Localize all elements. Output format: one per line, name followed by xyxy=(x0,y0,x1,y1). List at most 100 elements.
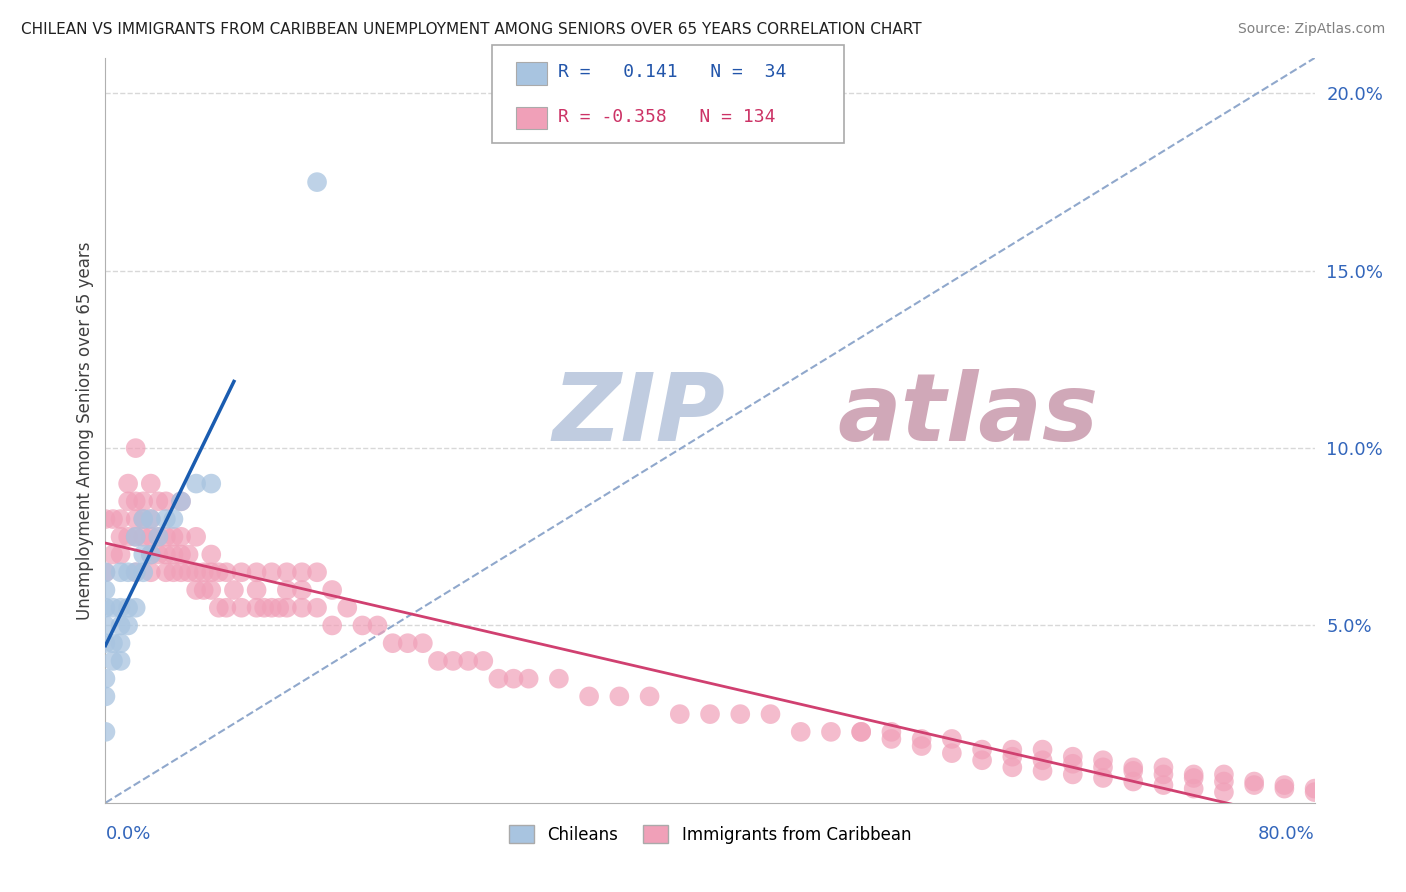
Point xyxy=(759,707,782,722)
Point xyxy=(117,600,139,615)
Point xyxy=(101,548,124,562)
Point xyxy=(1032,753,1054,767)
Point xyxy=(94,512,117,526)
Point xyxy=(321,618,343,632)
Point xyxy=(139,548,162,562)
Y-axis label: Unemployment Among Seniors over 65 years: Unemployment Among Seniors over 65 years xyxy=(76,241,94,620)
Point xyxy=(94,600,117,615)
Point xyxy=(1274,781,1296,796)
Point xyxy=(1092,760,1115,774)
Text: 80.0%: 80.0% xyxy=(1258,825,1315,843)
Point xyxy=(170,494,193,508)
Text: R =   0.141   N =  34: R = 0.141 N = 34 xyxy=(558,63,786,81)
Point xyxy=(276,582,298,597)
Point xyxy=(132,548,155,562)
Point xyxy=(94,566,117,580)
Point xyxy=(101,636,124,650)
Point xyxy=(1001,742,1024,756)
Point xyxy=(162,512,184,526)
Point xyxy=(94,672,117,686)
Point xyxy=(124,512,148,526)
Point xyxy=(200,582,222,597)
Point xyxy=(124,494,148,508)
Point xyxy=(110,600,132,615)
Point xyxy=(124,441,148,455)
Text: CHILEAN VS IMMIGRANTS FROM CARIBBEAN UNEMPLOYMENT AMONG SENIORS OVER 65 YEARS CO: CHILEAN VS IMMIGRANTS FROM CARIBBEAN UNE… xyxy=(21,22,922,37)
Point xyxy=(148,530,170,544)
Point xyxy=(139,530,162,544)
Point xyxy=(970,742,993,756)
Point xyxy=(1212,785,1236,799)
Point xyxy=(132,530,155,544)
Point xyxy=(186,566,208,580)
Point xyxy=(155,530,177,544)
Point xyxy=(124,566,148,580)
Point xyxy=(94,566,117,580)
Point xyxy=(162,530,184,544)
Point xyxy=(101,654,124,668)
Point xyxy=(110,566,132,580)
Point xyxy=(1092,753,1115,767)
Point xyxy=(117,618,139,632)
Point xyxy=(94,636,117,650)
Point xyxy=(94,724,117,739)
Text: atlas: atlas xyxy=(837,369,1098,461)
Point xyxy=(132,494,155,508)
Point xyxy=(849,724,872,739)
Point xyxy=(1122,760,1144,774)
Point xyxy=(260,600,283,615)
Point xyxy=(1122,774,1144,789)
Text: Source: ZipAtlas.com: Source: ZipAtlas.com xyxy=(1237,22,1385,37)
Point xyxy=(578,690,600,704)
Point xyxy=(307,175,329,189)
Point xyxy=(269,600,291,615)
Point xyxy=(427,654,450,668)
Point xyxy=(186,476,208,491)
Point xyxy=(1212,774,1236,789)
Point xyxy=(472,654,495,668)
Point xyxy=(101,512,124,526)
Point xyxy=(276,600,298,615)
Point xyxy=(1153,778,1175,792)
Point xyxy=(1032,742,1054,756)
Point xyxy=(200,548,222,562)
Point xyxy=(849,724,872,739)
Point xyxy=(246,600,269,615)
Point xyxy=(638,690,661,704)
Point xyxy=(502,672,524,686)
Point xyxy=(1001,749,1024,764)
Text: R = -0.358   N = 134: R = -0.358 N = 134 xyxy=(558,108,776,126)
Point xyxy=(941,746,963,760)
Point xyxy=(124,566,148,580)
Point xyxy=(132,512,155,526)
Point xyxy=(669,707,692,722)
Point xyxy=(548,672,571,686)
Point xyxy=(352,618,374,632)
Point xyxy=(1092,771,1115,785)
Point xyxy=(170,530,193,544)
Point xyxy=(208,600,231,615)
Point xyxy=(200,476,222,491)
Point xyxy=(139,512,162,526)
Point xyxy=(246,566,269,580)
Point xyxy=(222,582,245,597)
Point xyxy=(1001,760,1024,774)
Point xyxy=(94,618,117,632)
Point xyxy=(911,731,934,746)
Point xyxy=(1182,767,1205,781)
Point xyxy=(970,753,993,767)
Point xyxy=(253,600,276,615)
Point xyxy=(110,512,132,526)
Point xyxy=(941,731,963,746)
Point xyxy=(291,582,314,597)
Point xyxy=(139,476,162,491)
Point xyxy=(124,530,148,544)
Point xyxy=(155,566,177,580)
Point xyxy=(366,618,388,632)
Point xyxy=(139,548,162,562)
Point xyxy=(291,566,314,580)
Point xyxy=(110,530,132,544)
Point xyxy=(193,582,215,597)
Point xyxy=(457,654,479,668)
Point xyxy=(132,566,155,580)
